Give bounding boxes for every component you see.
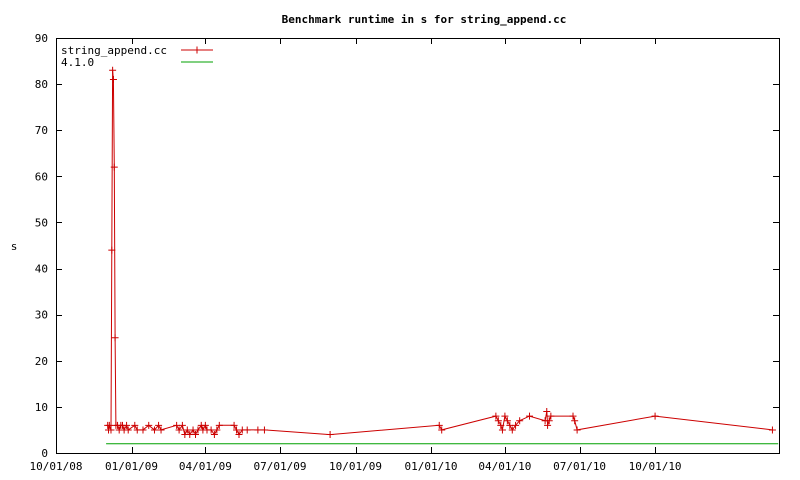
data-point bbox=[494, 417, 502, 425]
y-tick-label: 20 bbox=[35, 355, 48, 368]
data-point bbox=[492, 412, 500, 420]
chart-title: Benchmark runtime in s for string_append… bbox=[282, 13, 567, 26]
data-point bbox=[512, 421, 520, 429]
data-point bbox=[545, 417, 553, 425]
data-point bbox=[235, 431, 243, 439]
data-point bbox=[139, 426, 147, 434]
data-point bbox=[213, 426, 221, 434]
data-point bbox=[210, 431, 218, 439]
x-tick-label: 01/01/09 bbox=[105, 460, 158, 473]
y-tick-label: 30 bbox=[35, 309, 48, 322]
data-point bbox=[175, 426, 183, 434]
data-point bbox=[573, 426, 581, 434]
x-tick-label: 10/01/09 bbox=[329, 460, 382, 473]
y-axis: 0 10 20 30 40 50 60 70 80 90 bbox=[35, 32, 779, 460]
data-point bbox=[215, 421, 223, 429]
data-point bbox=[501, 412, 509, 420]
data-point bbox=[254, 426, 262, 434]
y-tick-label: 40 bbox=[35, 263, 48, 276]
data-point bbox=[230, 421, 238, 429]
x-tick-label: 04/01/10 bbox=[478, 460, 531, 473]
data-point bbox=[157, 426, 165, 434]
data-point bbox=[109, 76, 117, 83]
data-point bbox=[105, 421, 113, 429]
data-point bbox=[178, 421, 186, 429]
legend-label: string_append.cc bbox=[61, 44, 167, 57]
x-tick-label: 10/01/08 bbox=[30, 460, 83, 473]
x-tick-label: 04/01/09 bbox=[179, 460, 232, 473]
data-point bbox=[569, 412, 577, 420]
x-tick-label: 01/01/10 bbox=[405, 460, 458, 473]
x-tick-label: 10/01/10 bbox=[629, 460, 682, 473]
y-tick-label: 0 bbox=[41, 447, 48, 460]
y-tick-label: 90 bbox=[35, 32, 48, 45]
data-point bbox=[131, 421, 139, 429]
data-point bbox=[111, 334, 119, 342]
data-point bbox=[438, 426, 446, 434]
data-point bbox=[107, 426, 115, 434]
y-tick-label: 70 bbox=[35, 124, 48, 137]
y-tick-label: 10 bbox=[35, 401, 48, 414]
data-point bbox=[497, 421, 505, 429]
data-point bbox=[768, 426, 776, 434]
data-point bbox=[543, 408, 551, 415]
data-point bbox=[526, 412, 534, 420]
series-line bbox=[107, 70, 773, 436]
data-point bbox=[109, 66, 117, 74]
y-tick-label: 60 bbox=[35, 170, 48, 183]
legend-label: 4.1.0 bbox=[61, 56, 94, 69]
data-point bbox=[108, 246, 116, 254]
data-point bbox=[651, 412, 659, 420]
data-point bbox=[260, 426, 268, 434]
x-tick-label: 07/01/09 bbox=[254, 460, 307, 473]
data-point bbox=[516, 417, 524, 425]
data-point bbox=[123, 421, 131, 429]
y-axis-label: s bbox=[11, 240, 18, 253]
data-point bbox=[243, 426, 251, 434]
legend: string_append.cc4.1.0 bbox=[61, 44, 213, 69]
data-point bbox=[201, 421, 209, 429]
data-point bbox=[326, 431, 334, 439]
data-point bbox=[110, 163, 118, 171]
series-0 bbox=[104, 66, 776, 439]
data-point bbox=[155, 421, 163, 429]
data-point bbox=[498, 426, 506, 434]
data-point bbox=[547, 412, 555, 420]
data-point bbox=[192, 431, 200, 439]
data-point bbox=[145, 421, 153, 429]
data-point bbox=[435, 421, 443, 429]
plot-frame bbox=[56, 38, 780, 454]
series-layer bbox=[104, 66, 779, 445]
data-point bbox=[503, 417, 511, 425]
data-point bbox=[508, 426, 516, 434]
legend-marker bbox=[193, 46, 201, 54]
y-tick-label: 80 bbox=[35, 78, 48, 91]
x-tick-label: 07/01/10 bbox=[553, 460, 606, 473]
data-point bbox=[544, 421, 552, 429]
y-tick-label: 50 bbox=[35, 216, 48, 229]
data-point bbox=[571, 417, 579, 425]
data-point bbox=[124, 426, 132, 434]
data-point bbox=[150, 426, 158, 434]
x-axis: 10/01/08 01/01/09 04/01/09 07/01/09 10/01/09… bbox=[30, 38, 682, 473]
